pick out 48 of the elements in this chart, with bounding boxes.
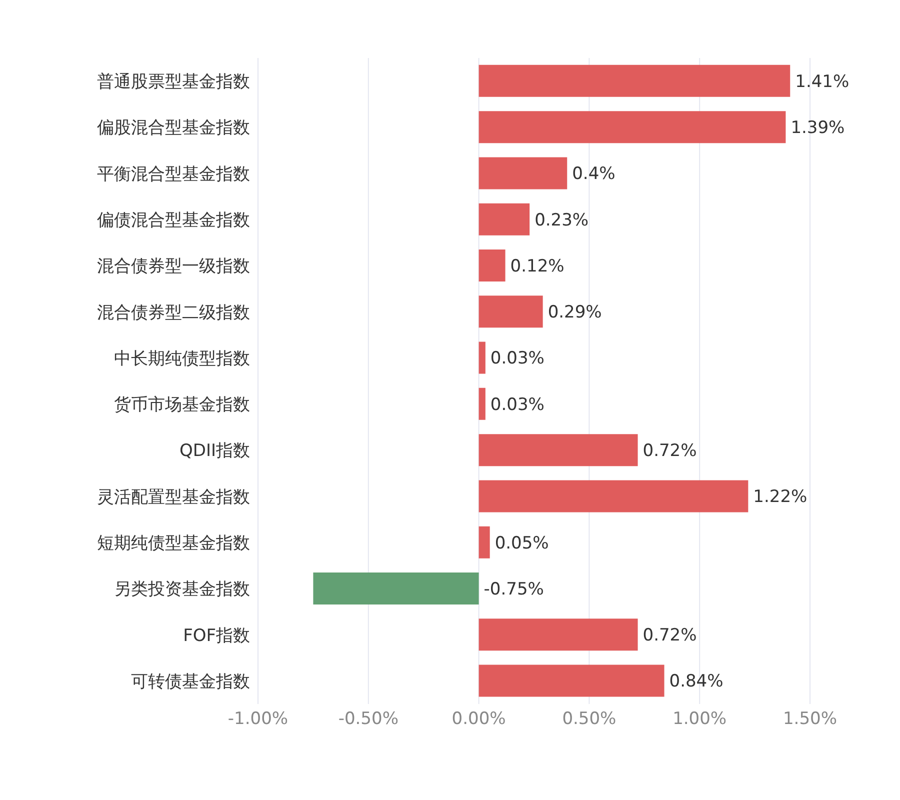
x-tick-label: -1.00% <box>228 709 288 730</box>
bar <box>478 157 568 190</box>
x-tick-label: -0.50% <box>338 709 398 730</box>
data-label: 0.29% <box>548 302 602 323</box>
bar <box>478 203 530 236</box>
x-tick-label: 0.00% <box>452 709 506 730</box>
bar <box>478 111 786 144</box>
y-tick-label: 灵活配置型基金指数 <box>97 487 250 508</box>
bar <box>478 388 486 420</box>
y-tick-label: 偏债混合型基金指数 <box>97 210 250 231</box>
data-label: 0.12% <box>510 256 564 276</box>
x-tick-label: 1.50% <box>782 709 838 730</box>
bar <box>478 296 543 328</box>
y-tick-label: FOF指数 <box>183 626 250 646</box>
y-tick-label: QDII指数 <box>180 441 250 462</box>
y-tick-label: 混合债券型二级指数 <box>97 302 250 323</box>
data-label: -0.75% <box>484 579 544 600</box>
data-label: 0.4% <box>572 164 616 184</box>
x-tick-label: 0.50% <box>562 709 616 730</box>
bar <box>313 572 479 604</box>
y-tick-label: 货币市场基金指数 <box>114 395 250 416</box>
data-label: 0.72% <box>642 626 697 646</box>
y-tick-label: 中长期纯债型指数 <box>114 348 250 369</box>
y-tick-label: 可转债基金指数 <box>131 672 250 692</box>
bar <box>478 434 638 466</box>
y-tick-label: 偏股混合型基金指数 <box>97 118 250 138</box>
data-label: 1.41% <box>795 72 850 92</box>
data-label: 1.39% <box>790 118 845 138</box>
data-label: 0.72% <box>642 441 697 462</box>
y-tick-label: 平衡混合型基金指数 <box>97 164 250 184</box>
bar <box>478 64 790 97</box>
y-tick-label: 混合债券型一级指数 <box>97 256 250 277</box>
y-tick-label: 普通股票型基金指数 <box>97 72 250 92</box>
data-label: 0.05% <box>494 533 549 554</box>
data-label: 0.23% <box>534 210 589 230</box>
bar <box>478 618 638 651</box>
y-tick-label: 另类投资基金指数 <box>114 580 250 600</box>
data-label: 0.03% <box>490 348 544 369</box>
data-label: 0.03% <box>490 394 544 415</box>
data-label: 0.84% <box>669 672 724 692</box>
bar <box>478 342 486 374</box>
data-label: 1.22% <box>753 487 808 508</box>
y-tick-label: 短期纯债型基金指数 <box>97 534 250 554</box>
bar <box>478 249 506 282</box>
bar <box>478 664 664 697</box>
bar <box>478 480 748 512</box>
bar <box>478 526 490 558</box>
x-tick-label: 1.00% <box>672 709 727 730</box>
